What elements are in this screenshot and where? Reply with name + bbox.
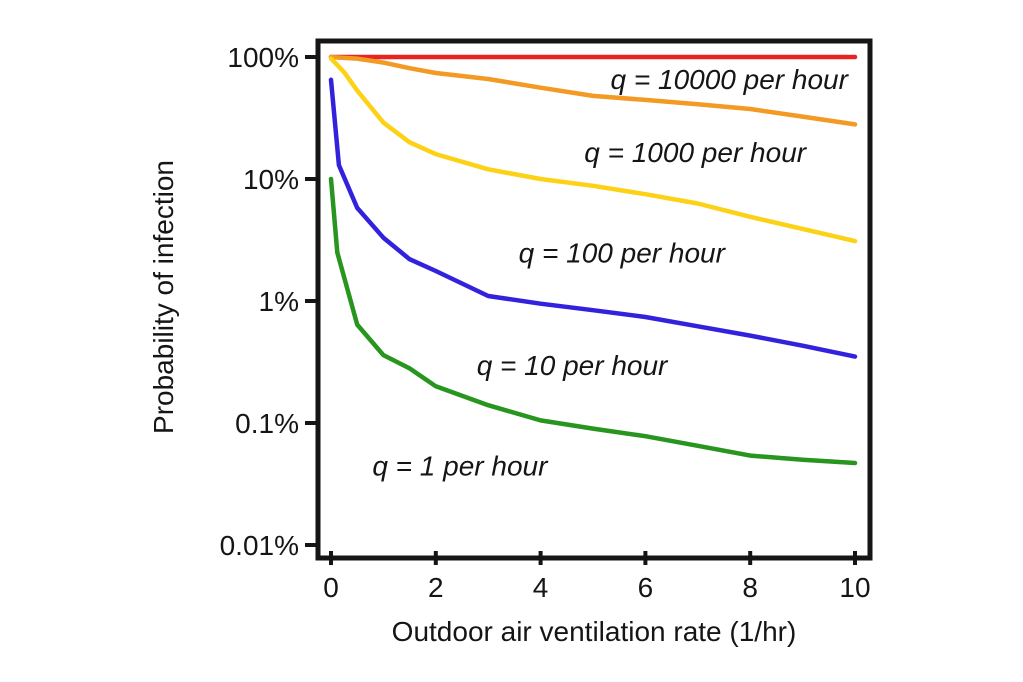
x-tick-label: 2 [428,572,444,603]
y-tick-label: 1% [259,286,299,317]
y-tick-label: 100% [227,42,299,73]
x-axis-ticks: 0 2 4 6 8 10 [323,551,871,603]
x-tick-label: 6 [638,572,654,603]
y-tick-label: 10% [243,164,299,195]
x-axis-title: Outdoor air ventilation rate (1/hr) [392,616,797,647]
y-axis-title: Probability of infection [148,160,179,434]
x-tick-label: 4 [533,572,549,603]
curve-label: q = 1 per hour [372,450,549,481]
curve-label: q = 1000 per hour [584,137,808,168]
y-tick-label: 0.01% [220,530,299,561]
curve-labels: q = 10000 per hour q = 1000 per hour q = 1… [372,64,849,481]
series-line [328,77,858,359]
x-tick-label: 8 [742,572,758,603]
series-line [328,54,858,127]
x-tick-label: 0 [323,572,339,603]
curves [328,54,858,466]
y-axis-ticks: 100% 10% 1% 0.1% 0.01% [220,42,319,561]
curve-label: q = 100 per hour [519,237,727,268]
curve-label: q = 10000 per hour [611,64,850,95]
y-tick-label: 0.1% [235,408,299,439]
x-tick-label: 10 [839,572,870,603]
series-line [328,176,858,466]
series-line [328,56,858,244]
curve-label: q = 10 per hour [477,350,669,381]
